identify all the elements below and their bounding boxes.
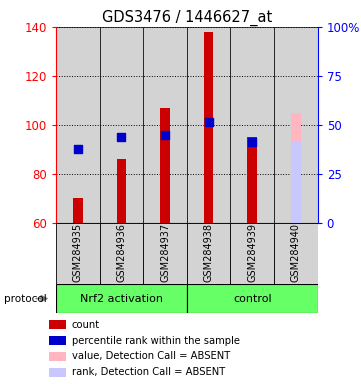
Text: percentile rank within the sample: percentile rank within the sample (71, 336, 240, 346)
Bar (56, 27, 100, 223)
Text: GSM284935: GSM284935 (73, 223, 83, 282)
Text: GSM284938: GSM284938 (204, 223, 214, 282)
Bar (117, 159, 126, 223)
Text: value, Detection Call = ABSENT: value, Detection Call = ABSENT (71, 351, 230, 361)
Text: rank, Detection Call = ABSENT: rank, Detection Call = ABSENT (71, 367, 225, 377)
Bar (49, 352, 65, 361)
Bar (160, 108, 170, 223)
Bar (73, 198, 83, 223)
Bar (56, 223, 100, 284)
Title: GDS3476 / 1446627_at: GDS3476 / 1446627_at (102, 9, 272, 25)
Bar (291, 142, 301, 223)
Bar (274, 223, 318, 284)
Bar (49, 368, 65, 377)
Bar (49, 320, 65, 329)
Point (206, 119, 212, 126)
Bar (291, 113, 301, 223)
Text: GSM284939: GSM284939 (247, 223, 257, 282)
Point (162, 131, 168, 137)
Bar (230, 27, 274, 223)
Bar (274, 27, 318, 223)
Bar (100, 27, 143, 223)
Bar (187, 27, 230, 223)
Bar (247, 137, 257, 223)
Bar (143, 223, 187, 284)
Text: GSM284940: GSM284940 (291, 223, 301, 282)
Text: protocol: protocol (4, 293, 46, 304)
Text: Nrf2 activation: Nrf2 activation (80, 293, 163, 304)
Bar (230, 223, 274, 284)
Point (118, 134, 124, 140)
Bar (204, 32, 213, 223)
Bar (143, 27, 187, 223)
Bar (56, 284, 187, 313)
Text: GSM284936: GSM284936 (116, 223, 126, 282)
Point (249, 139, 255, 145)
Text: control: control (233, 293, 271, 304)
Bar (100, 223, 143, 284)
Bar (187, 223, 230, 284)
Bar (49, 336, 65, 345)
Text: GSM284937: GSM284937 (160, 223, 170, 282)
Text: count: count (71, 320, 100, 330)
Bar (187, 284, 318, 313)
Point (75, 146, 81, 152)
